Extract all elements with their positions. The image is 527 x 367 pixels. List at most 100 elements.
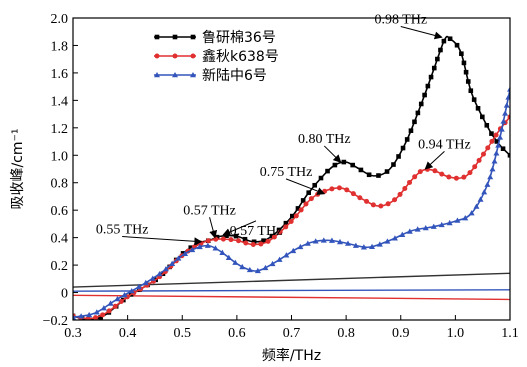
series-point — [149, 275, 156, 281]
series-point — [300, 198, 306, 203]
series-point — [175, 255, 182, 261]
series-point — [212, 245, 219, 251]
series-point — [461, 174, 467, 180]
series-point — [465, 79, 471, 84]
peak-arrow — [209, 217, 218, 239]
legend-marker — [154, 53, 160, 59]
series-point — [118, 299, 124, 305]
series-point — [329, 186, 335, 192]
series-point — [93, 315, 99, 320]
x-tick-label: 0.5 — [174, 326, 192, 341]
series-point — [495, 142, 502, 148]
series-point — [328, 237, 335, 243]
series-point — [290, 213, 295, 219]
series-point — [370, 202, 376, 208]
series-point — [505, 94, 510, 100]
peak-label: 0.55 THz — [96, 223, 149, 238]
legend-marker — [154, 72, 160, 78]
series-point — [312, 238, 319, 244]
series-point — [100, 312, 106, 318]
series-point — [276, 256, 283, 262]
series-point — [295, 206, 301, 211]
legend-marker — [190, 72, 196, 78]
y-tick-label: 1.0 — [51, 149, 69, 164]
series-point — [487, 173, 494, 180]
series-point — [402, 185, 408, 191]
series-point — [304, 240, 311, 246]
axis-ticks: 0.3 0.4 0.5 0.6 0.7 0.8 0.9 1.0 1.1 −0.2 0 0.2 0.4 0.… — [43, 12, 519, 341]
peak-arrow — [323, 145, 342, 163]
series-point — [297, 243, 304, 250]
series-point — [232, 259, 239, 265]
series-point — [306, 190, 312, 195]
series-point — [142, 279, 149, 286]
series-point — [350, 191, 356, 197]
series-point — [364, 198, 370, 204]
series-point — [246, 266, 253, 273]
series-point — [341, 159, 347, 165]
y-tick-label: 1.8 — [51, 39, 69, 54]
series-point — [384, 238, 391, 244]
series-point — [467, 170, 473, 176]
series-point — [468, 210, 475, 216]
series-point — [325, 168, 330, 174]
series-point — [400, 145, 406, 151]
series-point — [128, 288, 135, 294]
series-point — [507, 86, 510, 92]
x-tick-label: 0.4 — [119, 326, 137, 341]
series-point — [344, 187, 350, 193]
series-point — [251, 239, 257, 245]
series-point — [422, 225, 429, 231]
series-point — [441, 38, 447, 44]
series-point — [435, 56, 440, 62]
series-point — [493, 132, 499, 138]
series-point — [396, 154, 401, 159]
series-point — [431, 65, 437, 71]
plot-frame — [72, 17, 511, 321]
series-point — [219, 249, 226, 255]
series-point — [502, 110, 509, 116]
series-point — [438, 221, 445, 228]
legend-marker — [190, 34, 196, 40]
series-point — [357, 195, 363, 201]
series-point — [407, 179, 413, 185]
series-point — [446, 174, 452, 180]
series-point — [491, 158, 498, 164]
baseline-line — [73, 289, 510, 292]
series-point — [385, 201, 391, 207]
series-point — [271, 234, 277, 240]
series-point — [425, 83, 431, 89]
series-point — [422, 92, 427, 98]
series-point — [107, 300, 114, 306]
series-point — [489, 166, 496, 172]
series-point — [378, 203, 384, 209]
series-point — [494, 139, 500, 144]
series-point — [298, 207, 304, 213]
series-point — [114, 295, 121, 302]
series-point — [261, 238, 266, 243]
series-point — [293, 213, 299, 219]
series-point — [463, 69, 469, 75]
series-point — [121, 291, 128, 298]
series-point — [468, 88, 474, 93]
series-point — [493, 150, 500, 156]
series-point — [471, 97, 477, 102]
series-point — [290, 247, 297, 254]
series-point — [447, 36, 453, 42]
x-tick-label: 1.0 — [447, 326, 465, 341]
series-point — [476, 157, 482, 163]
series-point — [106, 308, 112, 314]
series-point — [404, 137, 410, 142]
peak-arrow — [424, 151, 445, 170]
peak-arrow — [285, 178, 326, 195]
series-point — [454, 42, 460, 48]
series-point — [182, 250, 189, 256]
series-point — [392, 197, 398, 203]
series-point — [205, 238, 211, 244]
series-point — [459, 51, 464, 57]
peak-label: 0.80 THz — [298, 132, 351, 147]
series-point — [303, 201, 309, 207]
series-point — [239, 263, 246, 270]
baseline-line — [73, 294, 510, 301]
